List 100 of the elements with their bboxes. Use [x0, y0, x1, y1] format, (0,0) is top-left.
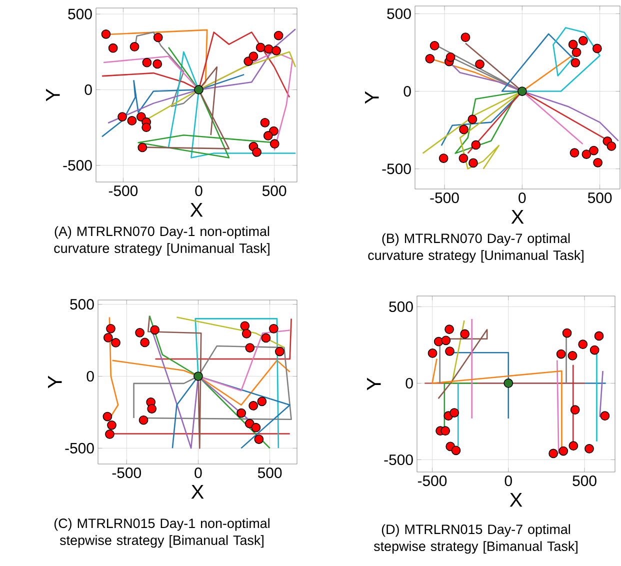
point: [590, 345, 600, 355]
point: [142, 122, 152, 132]
y-tick-label: 500: [68, 8, 92, 20]
point: [252, 148, 262, 157]
point: [240, 321, 250, 331]
point: [270, 139, 280, 149]
point: [594, 331, 604, 341]
point: [260, 118, 270, 128]
point: [460, 32, 470, 42]
point: [592, 44, 602, 54]
y-tick-label: 500: [389, 301, 413, 312]
point: [458, 154, 468, 163]
point: [578, 340, 588, 350]
x-axis-title: X: [510, 492, 522, 507]
x-tick-label: 0: [518, 192, 526, 204]
y-axis-title: Y: [46, 88, 60, 102]
point: [140, 338, 150, 348]
line-series: [101, 32, 290, 98]
y-tick-label: -500: [382, 164, 411, 174]
y-tick-label: -500: [384, 454, 413, 466]
x-tick-label: -500: [112, 468, 141, 478]
point: [504, 378, 514, 388]
point: [103, 333, 113, 342]
point: [256, 42, 266, 52]
point: [127, 116, 137, 126]
x-axis-title: X: [191, 484, 204, 499]
point: [248, 401, 258, 410]
point: [446, 52, 456, 62]
point: [471, 140, 481, 150]
x-tick-label: 0: [195, 186, 202, 196]
point: [445, 346, 454, 356]
point: [582, 150, 592, 159]
point: [254, 434, 264, 444]
point: [248, 52, 258, 61]
point: [274, 30, 284, 40]
x-tick-label: 0: [504, 476, 512, 486]
point: [194, 372, 203, 381]
text: (B) MTRLRN070 Day-7 optimal curvature strategy [Unimanual Task]: [368, 233, 584, 263]
point: [430, 41, 440, 50]
point: [101, 29, 111, 39]
point: [562, 328, 572, 338]
point: [570, 58, 580, 68]
line-series: [148, 315, 270, 449]
point: [102, 412, 112, 422]
point: [568, 351, 578, 360]
point: [441, 336, 451, 346]
point: [264, 44, 274, 54]
point: [138, 415, 148, 425]
point: [251, 422, 261, 432]
y-tick-label: 0: [404, 86, 411, 97]
y-tick-label: 500: [70, 299, 94, 310]
point: [440, 426, 450, 436]
x-tick-label: 0: [194, 468, 202, 478]
text: (C) MTRLRN015 Day-1 non-optimal stepwise strategy [Bimanual Task]: [54, 518, 270, 548]
y-tick-label: -500: [65, 442, 94, 454]
point: [475, 59, 484, 69]
point: [600, 411, 610, 421]
y-axis-title: Y: [367, 378, 381, 390]
point: [572, 48, 582, 58]
point: [593, 158, 602, 168]
point: [570, 148, 580, 158]
x-tick-label: 500: [588, 192, 612, 204]
line-series: [168, 51, 296, 158]
point: [142, 58, 152, 68]
point: [558, 446, 568, 456]
y-tick-label: 0: [84, 84, 92, 95]
point: [105, 430, 114, 439]
point: [242, 328, 252, 338]
point: [606, 142, 616, 151]
point: [275, 346, 284, 356]
point: [556, 349, 566, 359]
point: [150, 325, 160, 335]
point: [268, 324, 278, 334]
x-axis-title: X: [190, 202, 203, 217]
x-axis-title: X: [511, 210, 524, 224]
point: [245, 343, 255, 352]
y-tick-label: 0: [406, 378, 413, 389]
point: [459, 124, 468, 134]
point: [194, 85, 204, 94]
text: (D) MTRLRN015 Day-7 optimal stepwise strategy [Bimanual Task]: [374, 524, 578, 554]
point: [147, 404, 157, 414]
point: [111, 338, 120, 348]
point: [568, 441, 578, 451]
point: [106, 324, 116, 334]
y-tick-label: 500: [387, 8, 411, 20]
line-series: [107, 28, 296, 124]
point: [584, 444, 594, 454]
point: [438, 154, 448, 163]
point: [460, 329, 470, 339]
point: [451, 446, 461, 456]
point: [257, 396, 267, 406]
x-tick-label: -500: [430, 192, 459, 204]
line-series: [147, 315, 202, 449]
point: [468, 114, 478, 124]
point: [153, 32, 163, 42]
x-tick-label: -500: [108, 186, 138, 196]
x-tick-label: 500: [258, 468, 282, 478]
point: [548, 448, 558, 458]
point: [261, 333, 271, 343]
point: [138, 142, 148, 152]
